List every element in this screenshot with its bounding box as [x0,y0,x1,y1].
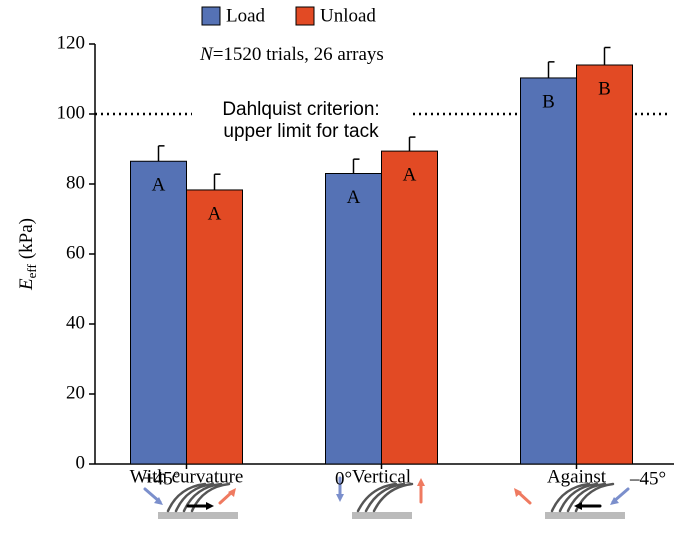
reference-label-bg [192,98,410,142]
angle-label: –45° [629,468,666,489]
y-tick-label: 120 [57,32,86,53]
y-tick-label: 20 [66,382,85,403]
bar [520,77,577,465]
group-letter: B [598,78,611,99]
legend-swatch [295,6,315,26]
angle-label: +45° [143,468,180,489]
group-letter: A [403,164,417,185]
x-tick-label: Vertical [352,466,411,487]
group-letter: A [208,203,222,224]
icon [336,476,425,519]
group-letter: A [152,175,166,196]
bar [325,173,382,465]
x-tick-label: Against [547,466,607,487]
y-axis-label: Eeff(kPa) [16,218,39,291]
reference-label: upper limit for tack [223,121,379,142]
bar [381,150,438,465]
group-letter: B [542,91,555,112]
icon [143,482,238,519]
x-tick-label: With curvature [130,466,244,487]
y-tick-label: 40 [66,312,85,333]
annotation: N=1520 trials, 26 arrays [199,44,384,65]
y-tick-label: 80 [66,172,85,193]
icons [143,476,630,519]
y-tick-label: 100 [57,102,86,123]
icon [514,482,630,519]
reference-label: Dahlquist criterion: [222,99,379,120]
group-letter: A [347,187,361,208]
angle-label: 0° [335,468,352,489]
bar [130,160,187,465]
y-tick-label: 0 [76,452,86,473]
bar [576,64,633,465]
legend-label: Load [226,5,266,26]
bar [186,189,243,465]
legend-swatch [201,6,221,26]
legend-label: Unload [320,5,376,26]
y-tick-label: 60 [66,242,85,263]
